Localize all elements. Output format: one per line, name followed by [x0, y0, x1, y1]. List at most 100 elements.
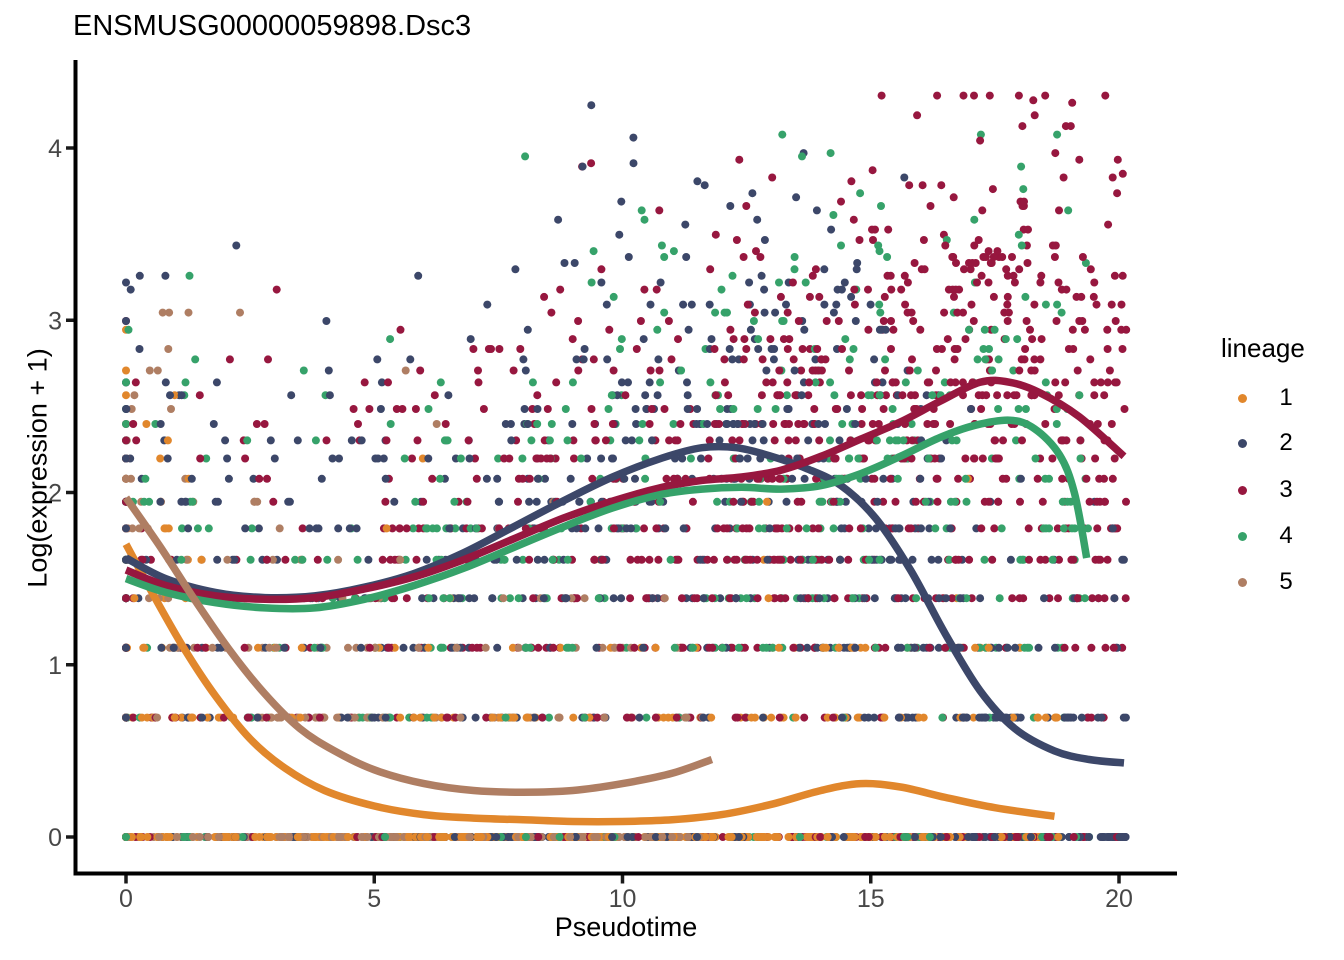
data-point	[696, 555, 705, 564]
data-point	[253, 713, 262, 722]
data-point	[855, 236, 864, 244]
legend-dot-lineage-2	[1238, 438, 1247, 448]
data-point	[797, 391, 806, 400]
data-point	[884, 225, 893, 234]
data-point	[868, 420, 877, 428]
data-point	[1008, 594, 1017, 603]
data-point	[734, 833, 743, 841]
data-point	[788, 474, 797, 483]
data-point	[170, 713, 179, 722]
data-point	[679, 643, 688, 652]
data-point	[938, 713, 947, 722]
data-point	[875, 247, 884, 256]
data-point	[739, 253, 748, 261]
data-point	[187, 474, 196, 483]
y-axis-title: Log(expression + 1)	[22, 348, 53, 588]
data-point	[925, 833, 934, 841]
data-point	[739, 355, 748, 364]
data-point	[377, 378, 386, 387]
data-point	[122, 391, 130, 400]
data-point	[819, 643, 828, 652]
data-point	[153, 366, 162, 375]
data-point	[511, 265, 520, 274]
data-point	[499, 594, 508, 603]
data-point	[639, 335, 648, 344]
data-point	[895, 713, 904, 722]
data-point	[951, 378, 960, 387]
data-point	[122, 436, 130, 445]
data-point	[409, 524, 418, 533]
data-point	[993, 454, 1002, 463]
data-point	[833, 405, 842, 413]
data-point	[1115, 833, 1124, 841]
data-point	[847, 292, 856, 301]
data-point	[1001, 335, 1010, 344]
data-point	[402, 524, 411, 533]
data-point	[238, 833, 247, 841]
data-point	[156, 454, 165, 463]
data-point	[931, 420, 940, 428]
data-point	[660, 308, 669, 317]
data-point	[609, 594, 618, 603]
data-point	[1021, 292, 1030, 301]
data-point	[954, 474, 963, 483]
data-point	[533, 391, 542, 400]
data-point	[905, 181, 914, 190]
data-point	[933, 474, 942, 483]
data-point	[682, 253, 691, 261]
data-point	[122, 643, 130, 652]
data-point	[545, 713, 553, 722]
data-point	[161, 271, 170, 280]
data-point	[805, 292, 814, 301]
data-point	[445, 594, 454, 603]
data-point	[381, 474, 390, 483]
data-point	[821, 420, 829, 428]
data-point	[753, 594, 762, 603]
data-point	[122, 833, 130, 841]
data-point	[918, 181, 927, 190]
data-point	[877, 91, 886, 100]
data-point	[984, 278, 993, 287]
data-point	[412, 555, 421, 564]
data-point	[408, 454, 416, 463]
data-point	[187, 713, 195, 722]
data-point	[1118, 345, 1127, 353]
data-point	[495, 497, 504, 506]
data-point	[527, 436, 536, 445]
data-point	[901, 378, 910, 387]
x-tick-label: 20	[1105, 885, 1133, 913]
data-point	[903, 308, 912, 317]
data-point	[1015, 594, 1024, 603]
data-point	[762, 378, 771, 387]
data-point	[225, 355, 234, 364]
data-point	[723, 555, 731, 564]
data-point	[501, 713, 510, 722]
data-point	[122, 378, 130, 387]
data-point	[1054, 278, 1063, 287]
data-point	[844, 555, 853, 564]
data-point	[1062, 285, 1071, 294]
data-point	[794, 317, 803, 325]
data-point	[783, 345, 792, 353]
data-point	[555, 713, 564, 722]
data-point	[700, 181, 709, 190]
data-point	[422, 524, 431, 533]
data-point	[493, 474, 502, 483]
data-point	[729, 335, 738, 344]
data-point	[285, 833, 293, 841]
data-point	[1068, 98, 1077, 107]
data-point	[1066, 122, 1075, 131]
data-point	[959, 713, 968, 722]
data-point	[188, 833, 197, 841]
data-point	[802, 833, 811, 841]
data-point	[717, 285, 726, 294]
data-point	[732, 236, 741, 244]
data-point	[392, 405, 401, 413]
legend-item-lineage-1: 1	[1238, 375, 1306, 421]
data-point	[841, 335, 850, 344]
data-point	[735, 454, 744, 463]
data-point	[353, 555, 362, 564]
data-point	[270, 454, 279, 463]
data-point	[667, 355, 676, 364]
data-point	[255, 474, 264, 483]
